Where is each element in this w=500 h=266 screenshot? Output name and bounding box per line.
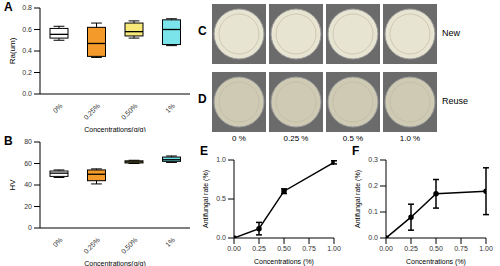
html-text:New: New xyxy=(442,28,460,38)
svg-text:0.00: 0.00 xyxy=(379,245,393,252)
svg-text:Antifungal rate (%): Antifungal rate (%) xyxy=(202,170,210,228)
svg-text:1.0: 1.0 xyxy=(216,156,226,163)
svg-text:80: 80 xyxy=(24,138,32,145)
svg-text:40: 40 xyxy=(24,181,32,188)
svg-text:Concentrations (%): Concentrations (%) xyxy=(406,258,466,266)
svg-text:0.00: 0.00 xyxy=(227,245,241,252)
svg-text:20: 20 xyxy=(24,203,32,210)
svg-text:1.00: 1.00 xyxy=(327,245,341,252)
svg-text:0.50%: 0.50% xyxy=(120,102,139,121)
svg-text:0.25: 0.25 xyxy=(252,245,266,252)
svg-text:0.3: 0.3 xyxy=(368,156,378,163)
svg-text:0.2: 0.2 xyxy=(368,182,378,189)
svg-text:0.25: 0.25 xyxy=(404,245,418,252)
html-text:0 %: 0 % xyxy=(232,134,246,143)
svg-text:Ra(um): Ra(um) xyxy=(8,37,17,64)
html-text:1.0 %: 1.0 % xyxy=(399,134,421,143)
svg-text:0.6: 0.6 xyxy=(22,26,32,33)
svg-text:Concentrations(g/g): Concentrations(g/g) xyxy=(84,126,145,132)
html-text:E: E xyxy=(200,144,208,158)
svg-text:Antifungal rate (%): Antifungal rate (%) xyxy=(354,170,362,228)
html-text:0.5 %: 0.5 % xyxy=(342,134,364,143)
html-text:B: B xyxy=(4,134,13,148)
svg-text:0.25%: 0.25% xyxy=(82,102,101,121)
svg-text:0.75: 0.75 xyxy=(302,245,316,252)
svg-text:60: 60 xyxy=(24,160,32,167)
svg-text:0.75: 0.75 xyxy=(454,245,468,252)
svg-text:0.8: 0.8 xyxy=(22,4,32,11)
svg-text:0.25%: 0.25% xyxy=(82,236,101,255)
svg-text:HV: HV xyxy=(8,179,17,191)
html-text:A: A xyxy=(4,0,13,14)
svg-text:Concentrations (%): Concentrations (%) xyxy=(254,258,314,266)
svg-text:0: 0 xyxy=(28,224,32,231)
svg-text:0%: 0% xyxy=(52,102,64,114)
svg-text:1%: 1% xyxy=(164,236,176,248)
svg-text:0.2: 0.2 xyxy=(22,69,32,76)
svg-text:0.50: 0.50 xyxy=(277,245,291,252)
svg-text:Concentrations(g/g): Concentrations(g/g) xyxy=(84,260,145,266)
svg-text:0%: 0% xyxy=(52,236,64,248)
html-text:Reuse: Reuse xyxy=(442,96,468,106)
svg-text:1.00: 1.00 xyxy=(479,245,492,252)
svg-text:0.4: 0.4 xyxy=(22,47,32,54)
svg-text:0.0: 0.0 xyxy=(216,234,226,241)
html-text:0.25 %: 0.25 % xyxy=(283,134,309,143)
svg-text:0.5: 0.5 xyxy=(216,195,226,202)
svg-text:1%: 1% xyxy=(164,102,176,114)
svg-text:0.0: 0.0 xyxy=(22,90,32,97)
svg-text:0.1: 0.1 xyxy=(368,208,378,215)
html-text:F: F xyxy=(352,144,360,158)
svg-text:0.50%: 0.50% xyxy=(120,236,139,255)
svg-text:0.0: 0.0 xyxy=(368,234,378,241)
html-text:D: D xyxy=(198,92,207,106)
html-text:C: C xyxy=(198,24,207,38)
svg-text:0.50: 0.50 xyxy=(429,245,443,252)
